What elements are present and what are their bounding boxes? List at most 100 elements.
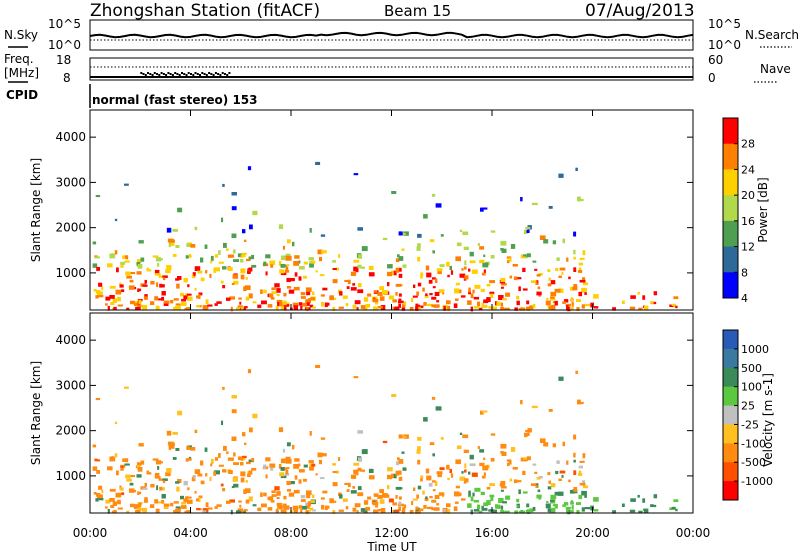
power-cell: [428, 279, 433, 284]
velocity-cell: [144, 482, 147, 487]
velocity-cell: [284, 473, 290, 476]
power-cell: [581, 304, 585, 309]
velocity-cell: [252, 504, 257, 507]
power-cell: [482, 262, 489, 268]
power-cell: [512, 264, 518, 267]
velocity-cell: [187, 496, 192, 499]
power-cell: [552, 240, 557, 245]
power-cell: [198, 294, 201, 299]
velocity-cell: [338, 509, 344, 512]
power-colorbar-tick-label: 28: [741, 138, 755, 151]
velocity-cell: [251, 467, 257, 471]
velocity-cell: [136, 507, 142, 510]
velocity-cell: [298, 463, 301, 467]
power-cell: [109, 253, 116, 259]
velocity-cell: [283, 495, 287, 500]
power-cell: [166, 265, 172, 270]
power-cell: [463, 246, 469, 250]
power-cell: [240, 274, 245, 280]
velocity-cell: [559, 470, 566, 474]
velocity-cell: [573, 459, 576, 463]
power-cell: [283, 292, 287, 297]
power-colorbar-tick-label: 16: [741, 215, 755, 228]
velocity-cell: [464, 463, 467, 469]
velocity-cell: [154, 472, 160, 478]
velocity-cell: [477, 504, 481, 510]
nave-point: [147, 72, 149, 74]
power-cell: [187, 296, 193, 301]
velocity-cell: [432, 453, 435, 457]
velocity-cell: [286, 489, 292, 492]
velocity-cell: [481, 475, 486, 479]
velocity-cell: [535, 485, 538, 488]
velocity-cell: [478, 510, 483, 514]
power-cell: [495, 301, 498, 306]
velocity-cell: [422, 490, 425, 495]
power-cell: [523, 254, 527, 257]
power-cell: [481, 272, 486, 276]
power-cell: [172, 254, 177, 257]
power-cell: [271, 287, 276, 291]
velocity-cell: [322, 490, 328, 494]
power-cell: [447, 305, 451, 311]
power-cell: [274, 283, 280, 288]
velocity-cell: [321, 504, 325, 510]
velocity-cell: [315, 364, 321, 368]
freq-tick-top: 18: [56, 53, 71, 67]
velocity-cell: [468, 471, 471, 475]
velocity-cell: [186, 446, 190, 450]
power-cell: [526, 229, 530, 233]
velocity-cell: [293, 464, 300, 469]
velocity-cell: [558, 491, 564, 496]
velocity-cell: [185, 458, 189, 462]
power-cell: [357, 283, 362, 288]
power-cell: [506, 256, 512, 259]
power-cell: [455, 298, 459, 301]
xtick-label: 00:00: [676, 526, 711, 540]
velocity-cell: [236, 510, 241, 514]
velocity-cell: [175, 506, 181, 509]
power-cell: [209, 273, 212, 278]
velocity-cell: [438, 492, 445, 496]
power-cell: [320, 294, 325, 297]
velocity-cell: [167, 441, 174, 446]
velocity-cell: [650, 504, 654, 507]
velocity-cell: [114, 453, 118, 458]
power-cell: [134, 303, 139, 307]
velocity-cell: [261, 503, 267, 508]
velocity-cell: [276, 502, 283, 506]
velocity-cell: [95, 493, 101, 497]
velocity-cell: [120, 468, 124, 471]
velocity-cell: [582, 485, 589, 489]
power-cell: [488, 306, 494, 309]
velocity-cell: [222, 386, 225, 390]
power-cell: [375, 302, 379, 305]
velocity-cell: [477, 446, 480, 449]
velocity-cell: [353, 462, 360, 466]
velocity-cell: [154, 476, 161, 479]
velocity-cell: [95, 398, 101, 401]
power-cell: [92, 263, 98, 268]
power-cell: [500, 302, 504, 307]
power-cell: [288, 289, 295, 294]
power-cell: [569, 307, 574, 311]
power-cell: [422, 287, 425, 292]
velocity-cell: [547, 486, 552, 490]
velocity-cell: [285, 469, 289, 475]
nave-point: [194, 72, 197, 74]
nave-point: [160, 72, 163, 74]
velocity-cell: [270, 500, 275, 503]
velocity-cell: [249, 427, 253, 433]
noise-right-tick-top: 10^5: [708, 17, 741, 31]
power-cell: [194, 226, 198, 231]
power-cell: [505, 292, 511, 297]
velocity-cell: [339, 494, 343, 499]
nave-point: [199, 74, 201, 76]
velocity-cell: [581, 490, 587, 496]
velocity-cell: [294, 475, 298, 480]
power-cell: [450, 270, 454, 275]
velocity-cell: [391, 473, 395, 479]
power-cell: [157, 263, 160, 267]
power-cell: [473, 296, 480, 300]
power-cell: [275, 305, 279, 311]
